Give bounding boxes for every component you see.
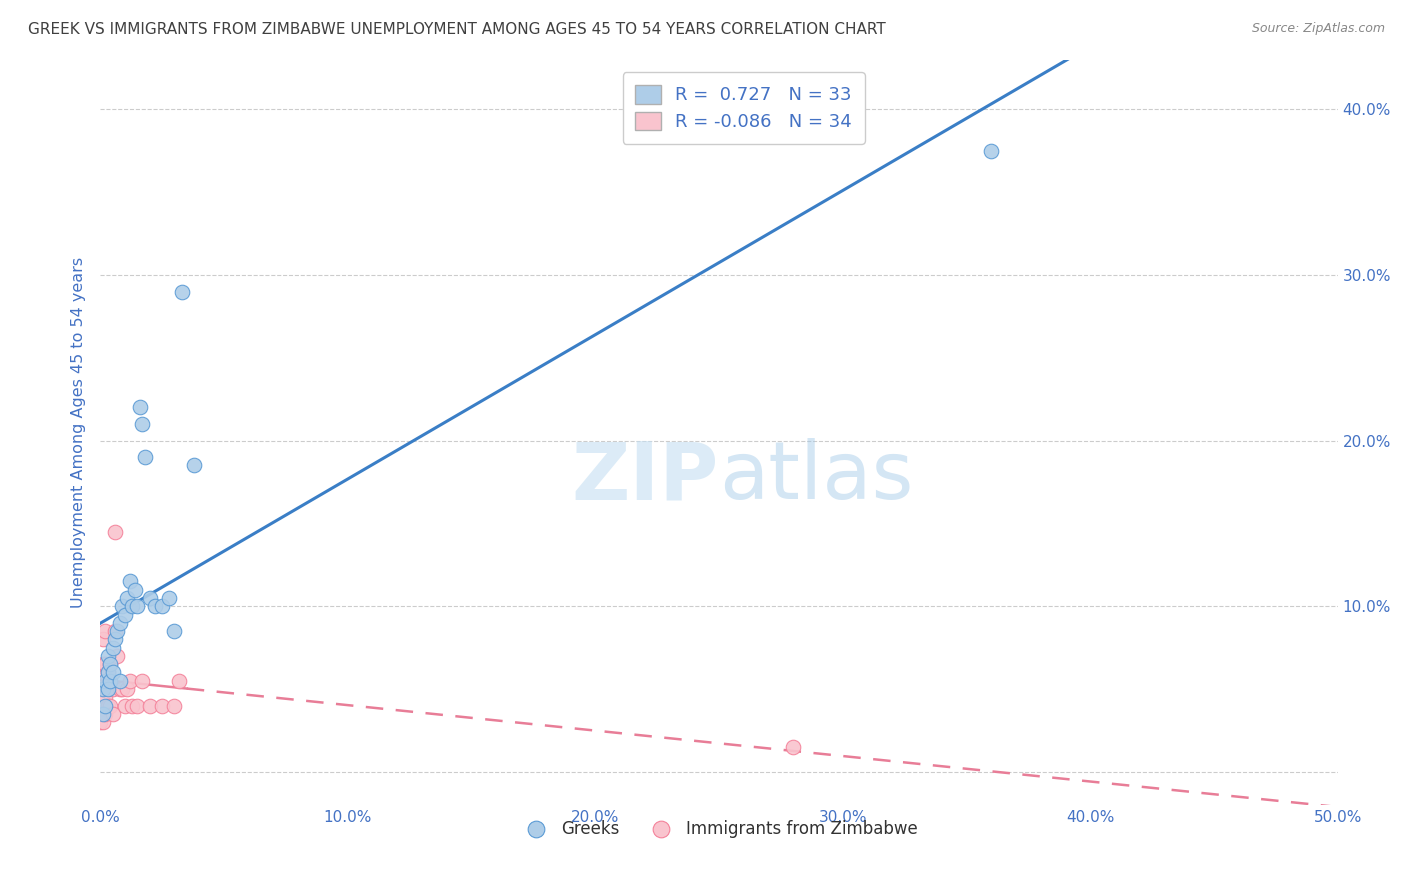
Point: [94, 673, 117, 688]
Point: [127, 599, 149, 614]
Point: [108, 615, 131, 630]
Point: [91, 657, 114, 672]
Point: [98, 673, 121, 688]
Point: [127, 698, 149, 713]
Point: [96, 673, 118, 688]
Point: [91, 706, 114, 721]
Point: [101, 640, 124, 655]
Point: [94, 698, 117, 713]
Point: [118, 574, 141, 589]
Point: [94, 624, 117, 638]
Point: [128, 401, 150, 415]
Point: [94, 657, 117, 672]
Point: [143, 599, 166, 614]
Point: [131, 673, 153, 688]
Text: atlas: atlas: [718, 438, 914, 516]
Point: [114, 607, 136, 622]
Point: [118, 673, 141, 688]
Point: [980, 144, 1002, 158]
Point: [134, 450, 156, 465]
Point: [96, 681, 118, 696]
Text: GREEK VS IMMIGRANTS FROM ZIMBABWE UNEMPLOYMENT AMONG AGES 45 TO 54 YEARS CORRELA: GREEK VS IMMIGRANTS FROM ZIMBABWE UNEMPL…: [28, 22, 886, 37]
Point: [138, 591, 160, 605]
Point: [108, 673, 131, 688]
Point: [114, 698, 136, 713]
Point: [124, 582, 146, 597]
Point: [183, 458, 205, 473]
Point: [89, 665, 111, 680]
Point: [108, 681, 131, 696]
Point: [104, 624, 127, 638]
Y-axis label: Unemployment Among Ages 45 to 54 years: Unemployment Among Ages 45 to 54 years: [72, 257, 86, 607]
Point: [782, 739, 804, 754]
Point: [89, 681, 111, 696]
Point: [150, 698, 173, 713]
Point: [163, 624, 186, 638]
Point: [121, 599, 143, 614]
Point: [101, 681, 124, 696]
Point: [91, 681, 114, 696]
Point: [94, 706, 117, 721]
Point: [117, 681, 139, 696]
Point: [131, 417, 153, 431]
Legend: Greeks, Immigrants from Zimbabwe: Greeks, Immigrants from Zimbabwe: [513, 814, 925, 845]
Text: ZIP: ZIP: [572, 438, 718, 516]
Point: [163, 698, 186, 713]
Point: [169, 673, 191, 688]
Point: [91, 715, 114, 730]
Text: Source: ZipAtlas.com: Source: ZipAtlas.com: [1251, 22, 1385, 36]
Point: [117, 591, 139, 605]
Point: [96, 665, 118, 680]
Point: [111, 681, 134, 696]
Point: [96, 698, 118, 713]
Point: [101, 665, 124, 680]
Point: [89, 715, 111, 730]
Point: [98, 657, 121, 672]
Point: [121, 698, 143, 713]
Point: [94, 690, 117, 705]
Point: [104, 632, 127, 647]
Point: [104, 524, 127, 539]
Point: [170, 285, 193, 299]
Point: [91, 681, 114, 696]
Point: [138, 698, 160, 713]
Point: [96, 665, 118, 680]
Point: [107, 648, 129, 663]
Point: [96, 648, 118, 663]
Point: [159, 591, 181, 605]
Point: [111, 599, 134, 614]
Point: [98, 657, 121, 672]
Point: [98, 698, 121, 713]
Point: [107, 624, 129, 638]
Point: [91, 632, 114, 647]
Point: [101, 706, 124, 721]
Point: [150, 599, 173, 614]
